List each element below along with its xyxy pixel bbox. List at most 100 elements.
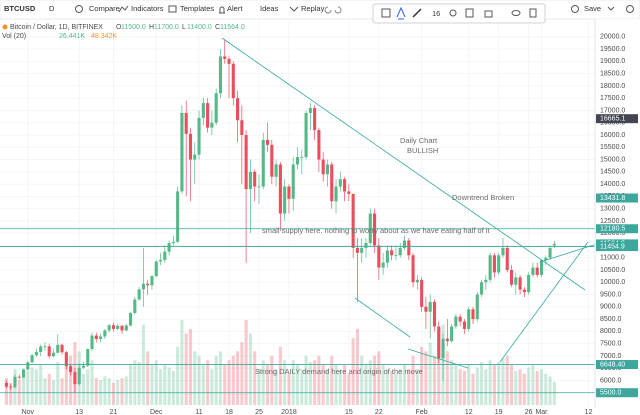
volume-bar [56, 362, 60, 405]
candle-body [287, 186, 291, 199]
save-button[interactable]: Save [584, 4, 601, 13]
legend-volume: Vol (20) [2, 33, 26, 40]
candle-body [330, 164, 334, 202]
volume-bar [411, 355, 415, 405]
candle-body [304, 112, 308, 158]
volume-bar [480, 362, 484, 405]
candle-body [535, 267, 539, 275]
candle-body [9, 386, 13, 388]
candle-body [81, 365, 86, 368]
volume-bar [364, 364, 368, 405]
y-tick-label: 9500.0 [600, 291, 622, 298]
candle-body [381, 262, 385, 268]
interval-button[interactable]: D [49, 4, 55, 13]
candle-body [120, 325, 124, 331]
volume-bar [385, 369, 389, 405]
candle-body [150, 276, 154, 286]
symbol-button[interactable]: BTCUSD [4, 4, 36, 13]
candle-body [180, 112, 184, 192]
candle-body [471, 309, 475, 320]
volume-bar [188, 328, 193, 405]
volume-bar [527, 367, 531, 405]
volume-bar [539, 369, 544, 405]
volume-bar [467, 364, 471, 405]
x-tick-label: 22 [375, 409, 383, 415]
save-caret[interactable] [607, 6, 615, 11]
volume-bar [248, 333, 252, 405]
volume-bar [321, 364, 325, 405]
lock-icon[interactable] [484, 10, 493, 18]
indicators-button[interactable]: Indicators [131, 4, 164, 13]
volume-bar [535, 371, 539, 405]
y-tick-label: 12000.0 [600, 230, 625, 237]
candle-body [47, 346, 51, 357]
volume-bar [283, 360, 287, 405]
templates-icon [168, 5, 177, 13]
text-color-icon[interactable] [396, 6, 406, 20]
volume-bar [287, 373, 291, 405]
candle-body [236, 98, 240, 121]
volume-bar [462, 371, 466, 405]
volume-bar [373, 355, 377, 405]
candle-body [509, 270, 514, 285]
clone-icon[interactable] [465, 8, 474, 18]
settings-small[interactable] [449, 9, 457, 17]
volume-bar [231, 355, 235, 405]
candle-body [137, 289, 141, 300]
candle-body [415, 279, 419, 283]
volume-bar [223, 364, 227, 405]
templates-button[interactable]: Templates [180, 4, 214, 13]
undo-redo[interactable] [324, 6, 342, 14]
candle-body [103, 330, 107, 337]
ideas-button[interactable]: Ideas [260, 4, 279, 13]
candle-body [420, 279, 424, 307]
price-label-box [596, 388, 638, 398]
volume-bar [193, 351, 197, 405]
candle-body [462, 321, 466, 329]
candle-body [51, 352, 56, 357]
volume-bar [338, 369, 342, 405]
delete-icon[interactable] [529, 8, 537, 18]
candle-body [146, 283, 150, 286]
candle-body [184, 112, 188, 134]
y-tick-label: 7000.0 [600, 353, 622, 360]
hide-icon[interactable] [511, 10, 521, 16]
volume-bar [265, 364, 270, 405]
volume-bar [343, 364, 347, 405]
volume-bar [90, 360, 94, 405]
candle-body [437, 326, 441, 359]
compare-button[interactable]: Compare [89, 4, 120, 13]
candle-body [480, 282, 484, 295]
x-tick-label: 18 [225, 409, 233, 415]
pen-icon[interactable] [412, 8, 422, 18]
candle-body [548, 247, 552, 258]
volume-bar [317, 355, 321, 405]
volume-bar [471, 373, 475, 405]
candle-body [86, 349, 90, 366]
candle-body [428, 301, 432, 312]
candle-body [227, 58, 231, 64]
settings-icon[interactable] [626, 5, 634, 13]
alert-button[interactable]: Alert [227, 4, 243, 13]
legend-key: L [182, 24, 186, 31]
volume-bar [295, 364, 300, 405]
line-style-icon[interactable] [381, 8, 391, 18]
candle-body [347, 191, 351, 194]
volume-bar [124, 376, 128, 405]
candle-body [240, 120, 244, 135]
legend-value: 11700.0 [154, 24, 179, 31]
font-size[interactable]: 16 [432, 9, 440, 18]
x-tick-label: 25 [255, 409, 263, 415]
legend-value: 11400.0 [187, 24, 212, 31]
legend-value: 11500.0 [121, 24, 146, 31]
candle-body [218, 56, 222, 94]
candle-body [321, 159, 325, 175]
x-tick-label: 2018 [281, 409, 297, 415]
volume-bar [398, 369, 402, 405]
y-tick-label: 17000.0 [600, 107, 625, 114]
candle-body [270, 144, 274, 177]
volume-bar [22, 373, 26, 405]
replay-button[interactable]: Replay [301, 4, 325, 13]
volume-bar [270, 355, 274, 405]
volume-bar [180, 320, 184, 405]
